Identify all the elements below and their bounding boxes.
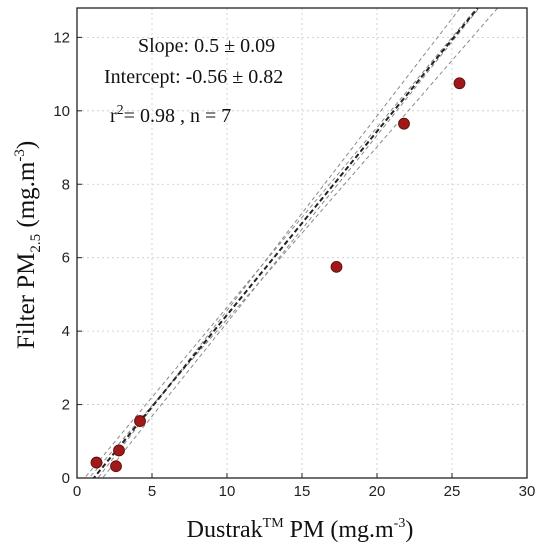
- y-axis-title-subscript: 2.5: [28, 234, 44, 253]
- data-point: [330, 260, 343, 273]
- x-tick-label: 25: [444, 483, 461, 500]
- data-point: [398, 117, 410, 130]
- y-axis-title-close: ): [13, 141, 40, 149]
- r-squared-annotation: r2= 0.98 , n = 7: [110, 103, 231, 127]
- y-axis-title-rest: (mg.m: [13, 161, 40, 234]
- data-point: [110, 460, 122, 473]
- y-axis-title-main: Filter PM: [13, 253, 40, 350]
- data-point: [113, 444, 125, 457]
- y-tick-label: 6: [62, 250, 70, 267]
- x-axis-title-rest: PM (mg.m: [284, 517, 394, 543]
- confidence-line: [101, 8, 480, 478]
- x-axis-title-close: ): [405, 517, 413, 543]
- slope-annotation: Slope: 0.5 ± 0.09: [138, 35, 275, 57]
- data-point: [453, 77, 466, 90]
- y-tick-label: 0: [62, 470, 70, 487]
- y-tick-label: 12: [53, 29, 70, 46]
- y-tick-label: 2: [62, 397, 70, 414]
- y-axis-title-unit-exponent: -3: [12, 149, 28, 162]
- y-tick-label: 8: [62, 176, 70, 193]
- y-axis-ticks: 0 2 4 6 8 10 12: [53, 29, 82, 487]
- x-tick-label: 5: [148, 483, 156, 500]
- x-axis-ticks: 0 5 10 15 20 25 30: [73, 473, 536, 500]
- confidence-line: [84, 8, 478, 478]
- intercept-annotation: Intercept: -0.56 ± 0.82: [104, 66, 283, 88]
- confidence-line: [88, 8, 499, 478]
- x-axis-title-main: Dustrak: [187, 517, 263, 543]
- x-tick-label: 15: [294, 483, 311, 500]
- r-squared-value: = 0.98 , n = 7: [124, 105, 232, 127]
- confidence-line: [97, 8, 461, 478]
- r-exponent: 2: [117, 103, 124, 118]
- x-tick-label: 10: [219, 483, 236, 500]
- x-tick-label: 0: [73, 483, 81, 500]
- x-axis-title: DustrakTM PM (mg.m-3): [187, 516, 414, 543]
- x-axis-title-superscript: TM: [263, 516, 285, 531]
- regression-line: [92, 8, 480, 478]
- data-point: [90, 456, 103, 469]
- y-axis-title: Filter PM2.5 (mg.m-3): [12, 141, 44, 349]
- fit-lines: [84, 8, 499, 478]
- x-axis-title-unit-exponent: -3: [394, 516, 406, 531]
- data-points: [90, 77, 466, 473]
- data-point: [134, 415, 146, 427]
- r-symbol: r: [110, 105, 117, 127]
- x-tick-label: 20: [369, 483, 386, 500]
- x-tick-label: 30: [519, 483, 536, 500]
- y-tick-label: 10: [53, 103, 70, 120]
- grid: [76, 8, 528, 479]
- y-tick-label: 4: [62, 323, 70, 340]
